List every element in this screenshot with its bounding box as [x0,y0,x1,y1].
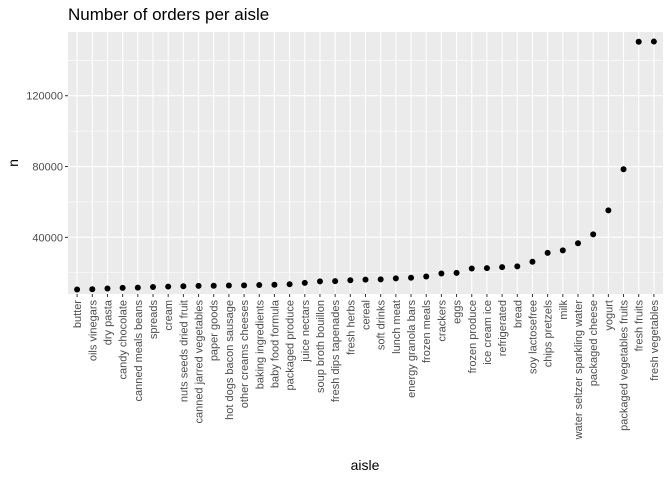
data-point [408,274,415,281]
x-tick-label: fresh herbs [345,300,357,356]
data-point [590,231,597,238]
x-tick-label: bread [512,300,524,328]
data-point [453,269,460,276]
x-tick-label: canned meals beans [133,300,145,402]
data-point [301,279,308,286]
x-tick-label: water seltzer sparkling water [573,300,585,441]
x-tick-label: frozen produce [467,300,479,373]
x-tick-label: refrigerated [497,300,509,356]
data-point [514,263,521,270]
data-point [620,166,627,173]
data-point [271,281,278,288]
data-point [104,285,111,292]
x-tick-label: cream [163,300,175,331]
x-tick-label: spreads [148,300,160,340]
x-tick-label: nuts seeds dried fruit [178,300,190,402]
data-point [423,273,430,280]
data-point [575,240,581,247]
data-point [499,264,506,271]
data-point [438,270,445,277]
data-point [256,282,263,289]
x-tick-label: baby food formula [269,299,281,388]
data-point [362,276,369,283]
data-point [468,265,475,272]
x-tick-label: juice nectars [300,300,312,363]
x-tick-label: packaged cheese [588,300,600,386]
x-tick-label: paper goods [209,300,221,362]
x-tick-label: energy granola bars [406,300,418,398]
y-tick-label: 40000 [32,232,63,244]
data-point [392,275,399,282]
chart-title: Number of orders per aisle [68,5,269,24]
x-tick-label: lunch meat [391,300,403,354]
data-point [529,258,536,265]
x-tick-label: cereal [361,300,373,330]
data-point [225,282,232,289]
data-point [165,283,172,290]
x-axis-title: aisle [351,457,380,473]
y-tick-label: 80000 [32,162,63,174]
data-points [74,38,657,293]
x-tick-label: hot dogs bacon sausage [224,300,236,420]
data-point [241,282,248,289]
x-axis-ticks: butter oils vinegars dry pasta candy chocol… [72,294,661,440]
data-point [74,286,81,293]
x-tick-label: packaged vegetables fruits [619,300,631,431]
x-tick-label: frozen meals [421,300,433,363]
data-point [150,284,156,291]
data-point [544,249,551,256]
gridlines [68,32,663,294]
data-point [559,247,566,254]
data-point [180,283,187,290]
data-point [605,207,612,214]
y-tick-label: 120000 [26,91,63,103]
data-point [134,284,141,291]
data-point [210,282,217,289]
x-tick-label: fresh dips tapenades [330,300,342,403]
x-tick-label: canned jarred vegetables [194,300,206,424]
x-tick-label: other creams cheeses [239,300,251,409]
data-point [347,277,354,284]
x-tick-label: soy lactosefree [527,300,539,374]
data-point [195,282,202,289]
x-tick-label: fresh fruits [634,300,646,352]
x-tick-label: butter [72,300,84,328]
data-point [119,284,126,291]
data-point [286,281,293,288]
data-point [89,286,96,293]
x-tick-label: packaged produce [285,300,297,391]
data-point [332,278,339,285]
x-tick-label: baking ingredients [254,300,266,390]
x-tick-label: chips pretzels [543,300,555,368]
x-tick-label: yogurt [603,300,615,331]
x-tick-label: fresh vegetables [649,300,661,381]
x-tick-label: oils vinegars [87,300,99,362]
data-point [377,276,384,283]
data-point [316,278,323,285]
x-tick-label: candy chocolate [118,300,130,380]
x-tick-label: soup broth bouillon [315,300,327,393]
x-tick-label: milk [558,300,570,320]
data-point [483,265,490,272]
data-point [635,38,642,45]
y-axis-title: n [5,159,21,167]
x-tick-label: eggs [452,300,464,324]
x-tick-label: crackers [436,300,448,342]
y-axis-ticks: 40000 80000 120000 [26,91,68,244]
data-point [650,38,657,45]
x-tick-label: ice cream ice [482,300,494,365]
x-tick-label: soft drinks [376,300,388,351]
x-tick-label: dry pasta [102,299,114,345]
